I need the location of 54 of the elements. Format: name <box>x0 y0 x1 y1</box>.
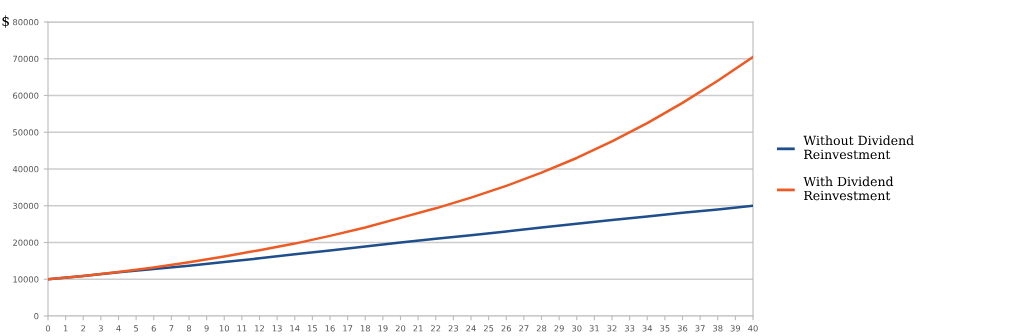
x-tick-label: 4 <box>116 325 121 332</box>
x-tick-label: 6 <box>151 325 156 332</box>
y-tick-label: 60000 <box>13 92 39 99</box>
x-tick-label: 27 <box>519 325 529 332</box>
legend-label: With Dividend Reinvestment <box>803 176 894 201</box>
x-tick-label: 5 <box>134 325 139 332</box>
x-tick-label: 2 <box>81 325 86 332</box>
x-tick-label: 20 <box>395 325 406 332</box>
y-tick-label: 50000 <box>13 129 39 136</box>
x-tick-label: 19 <box>378 325 388 332</box>
x-tick-label: 11 <box>237 325 247 332</box>
legend-label: Without Dividend Reinvestment <box>803 135 914 160</box>
x-tick-label: 16 <box>325 325 335 332</box>
y-tick-label: 30000 <box>13 202 39 210</box>
x-tick-label: 17 <box>343 325 353 332</box>
x-tick-label: 10 <box>219 325 229 332</box>
x-tick-label: 23 <box>448 325 459 332</box>
y-tick-label: 10000 <box>13 276 39 283</box>
x-tick-label: 18 <box>360 325 370 332</box>
x-tick-label: 39 <box>730 325 741 332</box>
x-tick-label: 32 <box>607 325 617 332</box>
x-tick-label: 31 <box>589 325 599 332</box>
x-tick-label: 29 <box>554 325 564 332</box>
x-tick-label: 8 <box>186 325 192 332</box>
x-tick-label: 3 <box>98 325 103 332</box>
x-tick-label: 33 <box>624 325 635 332</box>
x-tick-label: 21 <box>413 325 423 332</box>
y-tick-label: 0 <box>34 312 39 320</box>
x-tick-label: 35 <box>660 325 670 332</box>
y-axis-title: $ <box>2 15 9 28</box>
x-tick-label: 24 <box>466 325 476 332</box>
x-tick-label: 13 <box>272 325 282 332</box>
x-tick-label: 34 <box>642 325 653 332</box>
x-tick-label: 7 <box>169 325 174 332</box>
x-tick-label: 26 <box>501 325 512 332</box>
y-tick-label: 80000 <box>13 18 39 26</box>
y-tick-label: 40000 <box>12 165 39 173</box>
x-tick-label: 14 <box>290 325 300 332</box>
x-tick-label: 0 <box>45 325 51 332</box>
y-tick-label: 20000 <box>13 239 39 246</box>
x-tick-label: 28 <box>536 325 547 332</box>
x-tick-label: 9 <box>204 325 209 332</box>
line-series <box>48 55 753 281</box>
x-tick-label: 36 <box>677 325 688 332</box>
x-tick-label: 25 <box>483 325 494 332</box>
x-tick-label: 30 <box>572 325 582 332</box>
x-tick-label: 12 <box>255 325 264 332</box>
x-tick-label: 1 <box>63 325 68 332</box>
x-tick-label: 40 <box>748 325 758 332</box>
x-tick-label: 15 <box>307 325 317 332</box>
x-tick-label: 22 <box>431 325 441 332</box>
y-tick-label: 70000 <box>13 55 39 63</box>
x-tick-label: 38 <box>713 325 723 332</box>
x-tick-label: 37 <box>695 325 705 332</box>
